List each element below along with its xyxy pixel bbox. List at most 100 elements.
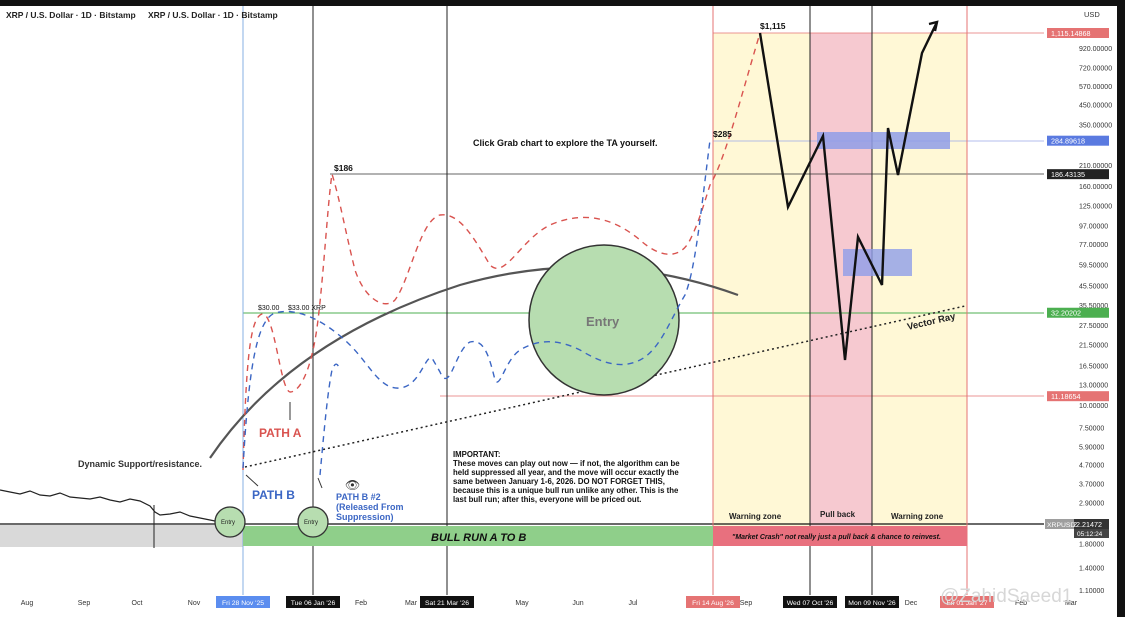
bull-run-bar [243, 526, 713, 546]
x-date-badge: Tue 06 Jan '26 [286, 596, 340, 608]
eye-icon: 👁 [345, 478, 360, 492]
x-tick-label: Mar [405, 600, 418, 607]
warning-zone-1-area [713, 33, 810, 545]
y-tick-label: 35.50000 [1079, 303, 1108, 310]
warning-zone-2-label: Warning zone [891, 512, 944, 521]
y-tick-label: 45.50000 [1079, 283, 1108, 290]
y-tick-label: 21.50000 [1079, 343, 1108, 350]
y-tick-label: 3.70000 [1079, 481, 1104, 488]
path-b-dashed [242, 139, 711, 469]
path-a-dashed [242, 32, 761, 471]
entry-circle-large [528, 244, 680, 396]
x-date-badge: Fri 14 Aug '26 [686, 596, 740, 608]
y-tick-label: 16.50000 [1079, 364, 1108, 371]
y-tick-label: 13.00000 [1079, 382, 1108, 389]
x-date-badge-bg [216, 596, 270, 608]
y-tick-label: 7.50000 [1079, 426, 1104, 433]
x-date-badge: Wed 07 Oct '26 [783, 596, 837, 608]
y-tick-label: 570.00000 [1079, 84, 1112, 91]
axis-currency: USD [1084, 10, 1100, 19]
entry-circle-small-2 [297, 506, 329, 538]
price-tag-label: 32.20202 [1051, 309, 1081, 318]
y-tick-label: 1.80000 [1079, 542, 1104, 549]
projection-arrowhead [928, 20, 939, 32]
y-tick-label: 450.00000 [1079, 103, 1112, 110]
price-label-1115: $1,115 [760, 21, 786, 31]
path-b2-label-1: PATH B #2 [336, 492, 381, 502]
x-tick-label: Sep [78, 600, 91, 607]
y-tick-label: 59.50000 [1079, 262, 1108, 269]
path-a-label: PATH A [259, 426, 302, 440]
x-tick-label: May [515, 600, 529, 607]
bull-run-label: BULL RUN A TO B [431, 532, 526, 544]
x-tick-label: Dec [905, 600, 918, 607]
price-tag-label: 11.18654 [1051, 392, 1080, 401]
x-tick-label: Jul [629, 600, 638, 607]
x-date-badge-bg [783, 596, 837, 608]
warning-zone-2-area [872, 33, 967, 545]
y-tick-label: 77.00000 [1079, 242, 1108, 249]
x-date-badge: Sat 21 Mar '26 [420, 596, 474, 608]
x-date-badge-bg [940, 596, 994, 608]
y-tick-label: 1.10000 [1079, 588, 1104, 595]
path-b2-label-2: (Released From [336, 502, 404, 512]
y-tick-label: 160.00000 [1079, 184, 1112, 191]
price-label-285: $285 [713, 129, 732, 139]
y-tick-label: 4.70000 [1079, 463, 1104, 470]
countdown-label: 05:12:24 [1077, 531, 1103, 538]
price-label-186: $186 [334, 163, 353, 173]
entry-circle-small-1 [214, 506, 246, 538]
market-crash-label: "Market Crash" not really just a pull ba… [732, 534, 941, 541]
x-date-badge-bg [420, 596, 474, 608]
symbol-tag-label: XRPUSD [1047, 522, 1075, 529]
important-line-3: same between January 1-6, 2026. DO NOT F… [453, 477, 665, 486]
y-tick-label: 5.90000 [1079, 445, 1104, 452]
x-date-badge-bg [686, 596, 740, 608]
x-date-badge-label: Tue 06 Jan '26 [291, 600, 336, 607]
x-tick-label: Feb [1015, 600, 1027, 607]
price-tag: 1,115.14868 [1047, 28, 1109, 38]
historical-price-line [0, 489, 239, 525]
dynamic-support-label: Dynamic Support/resistance. [78, 459, 202, 469]
price-tag-label: 284.89618 [1051, 137, 1085, 146]
x-axis: Aug Sep Oct Nov Feb Mar May Jun Jul Sep Dec Feb Mar F… [21, 596, 1078, 608]
x-tick-label: Feb [355, 600, 367, 607]
price-tag-label: 186.43135 [1051, 170, 1085, 179]
x-tick-label: Sep [740, 600, 753, 607]
x-date-badge: Fri 28 Nov '25 [216, 596, 270, 608]
price-tag: 284.89618 [1047, 135, 1109, 146]
price-tag-bg [1047, 307, 1109, 318]
x-date-badge-label: Fri 14 Aug '26 [692, 600, 734, 607]
y-tick-label: 10.00000 [1079, 403, 1108, 410]
market-crash-bar [713, 526, 967, 546]
y-tick-label: 210.00000 [1079, 163, 1112, 170]
pullback-zone-area [810, 33, 872, 545]
y-tick-label: 350.00000 [1079, 122, 1112, 129]
y-tick-label: 1.40000 [1079, 565, 1104, 572]
x-tick-label: Mar [1065, 600, 1078, 607]
y-tick-label: 125.00000 [1079, 204, 1112, 211]
base-range-band [0, 525, 243, 547]
countdown-bg [1074, 529, 1109, 538]
x-axis-band [0, 595, 1125, 617]
entry-small-label-1: Entry [221, 520, 235, 526]
x-date-badge-label: Sat 21 Mar '26 [425, 600, 469, 607]
x-date-badge-bg [845, 596, 899, 608]
x-tick-label: Jun [572, 600, 583, 607]
price-tags: 1,115.14868 284.89618 186.43135 32.20202 11.… [1045, 28, 1109, 538]
important-line-2: held suppressed all year, and the move w… [453, 468, 679, 477]
x-date-badge-label: Wed 07 Oct '26 [787, 600, 834, 607]
price-label-30: $30.00 [258, 305, 280, 312]
price-tag-bg [1047, 28, 1109, 38]
price-label-33: $33.00 XRP [288, 305, 326, 312]
entry-large-label: Entry [586, 314, 620, 329]
price-tag-bg [1047, 135, 1109, 146]
x-tick-label: Nov [188, 600, 201, 607]
price-tag: 11.18654 [1047, 391, 1109, 402]
price-tag-bg [1047, 169, 1109, 180]
price-tag-label: 1,115.14868 [1051, 29, 1090, 38]
important-line-4: because this is a unique bull run unlike… [453, 486, 679, 495]
right-border [1117, 0, 1125, 617]
entry-small-label-2: Entry [304, 520, 318, 526]
